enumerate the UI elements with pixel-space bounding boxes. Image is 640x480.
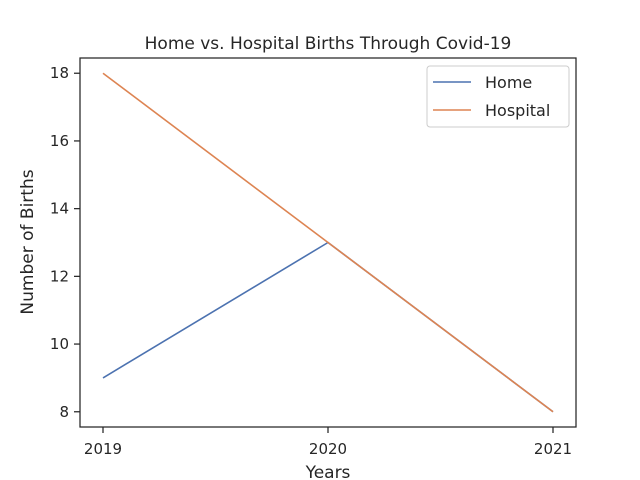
y-axis: 8 10 12 14 16 18 — [50, 64, 80, 421]
series-line-home — [102, 241, 554, 413]
series-lines — [102, 72, 554, 413]
legend-label-hospital: Hospital — [485, 101, 550, 120]
x-axis-label: Years — [305, 463, 351, 480]
y-tick-label: 10 — [50, 335, 69, 353]
y-tick-label: 12 — [50, 267, 69, 285]
series-line-hospital — [102, 72, 554, 413]
chart-title: Home vs. Hospital Births Through Covid-1… — [145, 34, 512, 54]
legend: Home Hospital — [426, 65, 570, 128]
x-tick-label: 2019 — [84, 440, 122, 458]
x-tick-label: 2020 — [309, 440, 347, 458]
y-tick-label: 16 — [50, 132, 69, 150]
y-tick-label: 18 — [50, 64, 69, 82]
y-axis-label: Number of Births — [18, 169, 38, 314]
y-tick-label: 8 — [59, 403, 69, 421]
x-tick-label: 2021 — [534, 440, 572, 458]
y-tick-label: 14 — [50, 200, 69, 218]
x-axis: 2019 2020 2021 — [84, 427, 572, 458]
legend-label-home: Home — [485, 73, 532, 92]
